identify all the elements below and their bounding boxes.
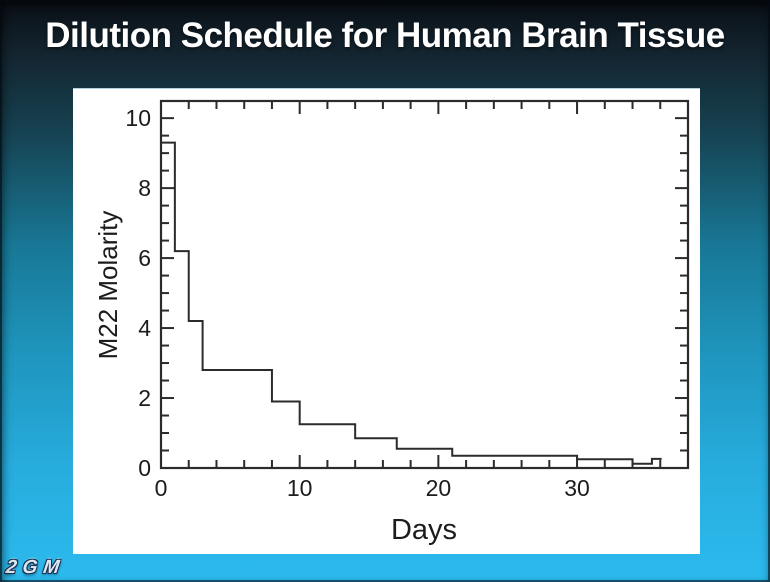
- watermark-logo: 2GM: [4, 557, 67, 578]
- x-tick-label: 20: [426, 475, 452, 501]
- dilution-step-chart: M22 Molarity Days 0 10 20 30 0 2 4 6 8 10: [93, 99, 690, 546]
- x-axis-title: Days: [391, 514, 457, 546]
- y-tick-label: 6: [138, 245, 151, 271]
- y-tick-label: 8: [138, 175, 151, 201]
- y-tick-label: 0: [138, 455, 151, 481]
- x-tick-label: 0: [155, 475, 168, 501]
- y-axis-title: M22 Molarity: [93, 211, 123, 360]
- y-tick-label: 2: [138, 385, 151, 411]
- chart-panel: M22 Molarity Days 0 10 20 30 0 2 4 6 8 10: [73, 89, 700, 554]
- slide-title: Dilution Schedule for Human Brain Tissue: [45, 16, 725, 55]
- plot-border: [159, 99, 690, 470]
- dilution-step-curve: [161, 141, 662, 465]
- y-tick-label: 4: [138, 315, 151, 341]
- x-tick-label: 10: [287, 475, 313, 501]
- y-tick-label: 10: [125, 105, 151, 131]
- x-tick-label: 30: [564, 475, 590, 501]
